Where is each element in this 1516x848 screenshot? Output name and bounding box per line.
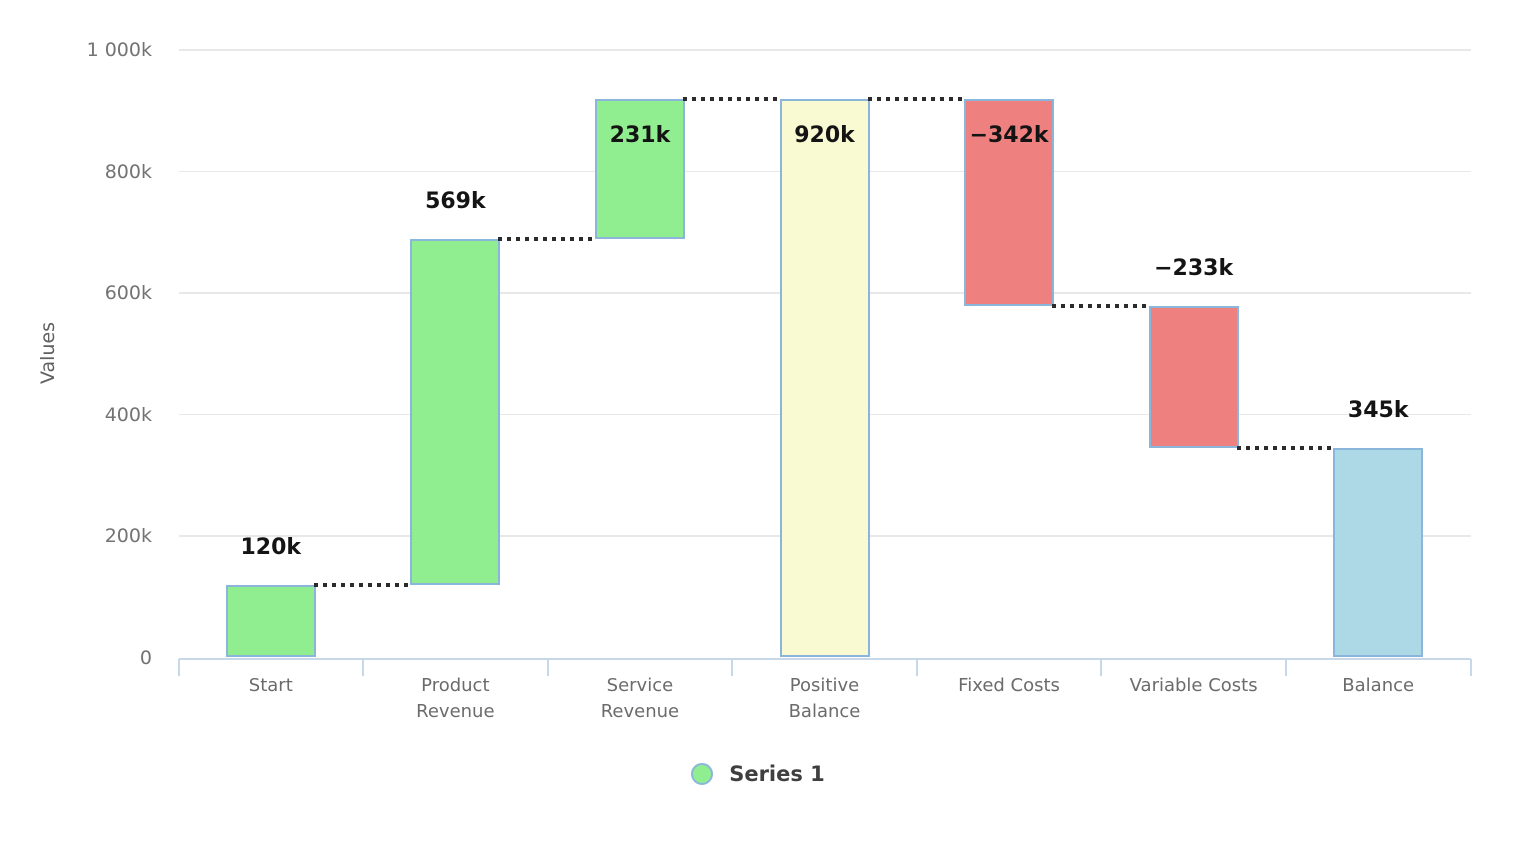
y-axis-tick-label: 800k — [104, 160, 152, 183]
x-axis-tick — [915, 658, 918, 676]
x-axis-category-label: Variable Costs — [1129, 675, 1258, 696]
bar-value-label: −342k — [969, 122, 1049, 148]
bar-value-label: 920k — [794, 122, 855, 148]
x-axis-tick — [1100, 658, 1103, 676]
legend-marker-icon — [691, 763, 714, 785]
legend-series-label: Series 1 — [729, 762, 825, 786]
y-axis-tick-label: 200k — [104, 525, 152, 547]
legend[interactable]: Series 1 — [0, 762, 1516, 786]
x-axis-category-label: Balance — [1342, 675, 1415, 696]
x-axis-tick — [362, 658, 365, 676]
bar-fixed-costs[interactable] — [964, 98, 1055, 307]
x-axis-category-label: Product Revenue — [416, 675, 495, 722]
connector-line — [313, 582, 413, 587]
gridline — [178, 49, 1471, 51]
bar-value-label: 120k — [240, 534, 302, 560]
connector-line — [1052, 304, 1151, 309]
y-axis-tick-label: 600k — [104, 282, 152, 304]
connector-line — [1236, 445, 1336, 450]
bar-value-label: 345k — [1347, 397, 1409, 423]
bar-value-label: 569k — [425, 188, 486, 214]
bar-product-revenue[interactable] — [410, 238, 501, 585]
y-axis-tick-label: 400k — [104, 403, 152, 426]
bar-start[interactable] — [225, 584, 316, 658]
y-axis-tick-label: 0 — [139, 646, 152, 669]
bar-balance[interactable] — [1333, 447, 1424, 658]
connector-line — [498, 236, 597, 241]
bar-value-label: −233k — [1154, 256, 1234, 282]
connector-line — [682, 96, 782, 101]
x-axis-tick — [731, 658, 734, 676]
bar-service-revenue[interactable] — [594, 98, 685, 239]
y-axis-tick-label: 1 000k — [86, 39, 152, 61]
bar-value-label: 231k — [609, 122, 671, 148]
x-axis-tick — [1284, 658, 1287, 676]
x-axis-category-label: Fixed Costs — [958, 675, 1060, 696]
x-axis-tick — [177, 658, 180, 676]
x-axis-line — [178, 657, 1471, 660]
x-axis-category-label: Service Revenue — [600, 675, 680, 722]
x-axis-tick — [1469, 658, 1472, 676]
x-axis-category-label: Start — [248, 675, 293, 696]
bar-positive-balance[interactable] — [779, 98, 870, 658]
x-axis-tick — [546, 658, 549, 676]
x-axis-category-label: Positive Balance — [788, 675, 861, 722]
bar-variable-costs[interactable] — [1148, 306, 1239, 448]
connector-line — [867, 96, 967, 101]
